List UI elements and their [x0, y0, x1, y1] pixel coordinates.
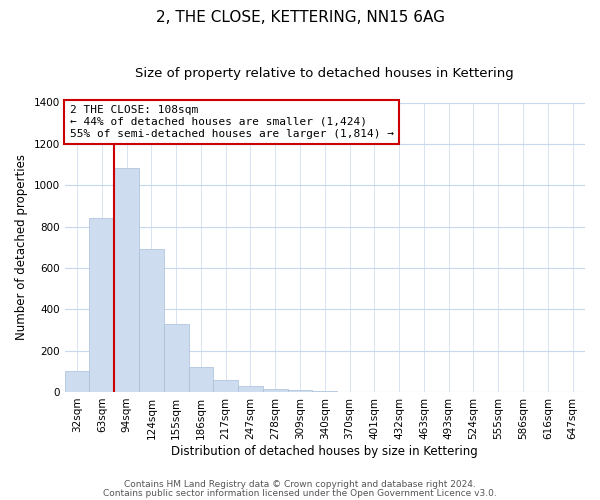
Text: 2, THE CLOSE, KETTERING, NN15 6AG: 2, THE CLOSE, KETTERING, NN15 6AG — [155, 10, 445, 25]
X-axis label: Distribution of detached houses by size in Kettering: Distribution of detached houses by size … — [172, 444, 478, 458]
Bar — [263, 389, 287, 392]
Bar — [139, 248, 164, 392]
Bar — [65, 372, 89, 392]
Text: Contains HM Land Registry data © Crown copyright and database right 2024.: Contains HM Land Registry data © Crown c… — [124, 480, 476, 489]
Text: 2 THE CLOSE: 108sqm
← 44% of detached houses are smaller (1,424)
55% of semi-det: 2 THE CLOSE: 108sqm ← 44% of detached ho… — [70, 106, 394, 138]
Bar — [188, 367, 214, 392]
Y-axis label: Number of detached properties: Number of detached properties — [15, 154, 28, 340]
Bar — [89, 218, 114, 392]
Bar — [114, 168, 139, 392]
Bar — [164, 324, 188, 392]
Bar — [238, 386, 263, 392]
Title: Size of property relative to detached houses in Kettering: Size of property relative to detached ho… — [136, 68, 514, 80]
Bar — [214, 380, 238, 392]
Bar — [287, 390, 313, 392]
Text: Contains public sector information licensed under the Open Government Licence v3: Contains public sector information licen… — [103, 488, 497, 498]
